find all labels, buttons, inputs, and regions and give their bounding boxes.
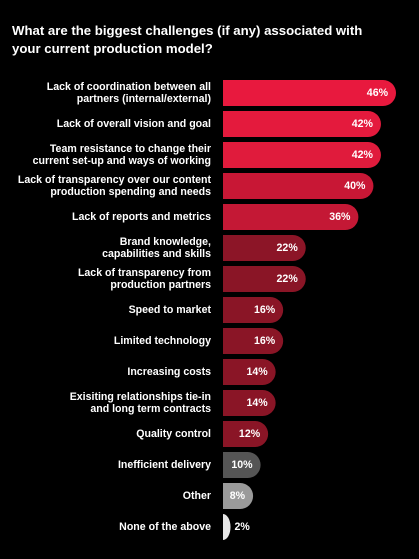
category-label: Exisiting relationships tie-in and long t…	[70, 391, 211, 415]
category-label: Increasing costs	[127, 366, 211, 378]
bar	[223, 142, 381, 168]
category-label: Inefficient delivery	[118, 459, 211, 471]
bar-value-label: 16%	[254, 335, 276, 347]
bar-value-label: 14%	[246, 397, 268, 409]
category-label: Speed to market	[129, 304, 212, 316]
bar	[223, 359, 276, 385]
bar-value-label: 22%	[277, 242, 299, 254]
bar	[223, 452, 261, 478]
bar	[223, 297, 284, 323]
bar	[223, 328, 284, 354]
category-label: Brand knowledge, capabilities and skills	[102, 236, 211, 260]
category-label: None of the above	[119, 521, 211, 533]
category-label: Other	[183, 490, 211, 502]
category-label: Lack of transparency over our content pro…	[18, 174, 212, 198]
category-label: Lack of transparency from production part…	[78, 267, 211, 291]
bar	[223, 390, 276, 416]
bar	[223, 204, 359, 230]
bar-value-label: 42%	[352, 149, 374, 161]
bar-value-label: 16%	[254, 304, 276, 316]
bar-value-label: 40%	[344, 180, 366, 192]
bar	[223, 421, 269, 447]
bar-value-label: 10%	[231, 459, 253, 471]
category-label: Team resistance to change their current s…	[33, 143, 211, 167]
bar-value-label: 36%	[329, 211, 351, 223]
bar	[223, 514, 231, 540]
bar	[223, 173, 374, 199]
category-label: Lack of reports and metrics	[72, 211, 211, 223]
bar-value-label: 12%	[239, 428, 261, 440]
bar	[223, 235, 306, 261]
bar-value-label: 14%	[246, 366, 268, 378]
bar-value-label: 46%	[367, 87, 389, 99]
bar-value-label: 8%	[230, 490, 246, 502]
bar-value-label: 2%	[235, 521, 251, 533]
category-label: Quality control	[136, 428, 211, 440]
chart-title: What are the biggest challenges (if any)…	[12, 23, 363, 56]
bar	[223, 266, 306, 292]
bar-value-label: 22%	[277, 273, 299, 285]
bar-value-label: 42%	[352, 118, 374, 130]
category-label: Limited technology	[114, 335, 211, 347]
bar	[223, 80, 396, 106]
category-label: Lack of overall vision and goal	[57, 118, 211, 130]
category-label: Lack of coordination between all partners…	[47, 81, 211, 105]
bar	[223, 111, 381, 137]
bar	[223, 483, 254, 509]
